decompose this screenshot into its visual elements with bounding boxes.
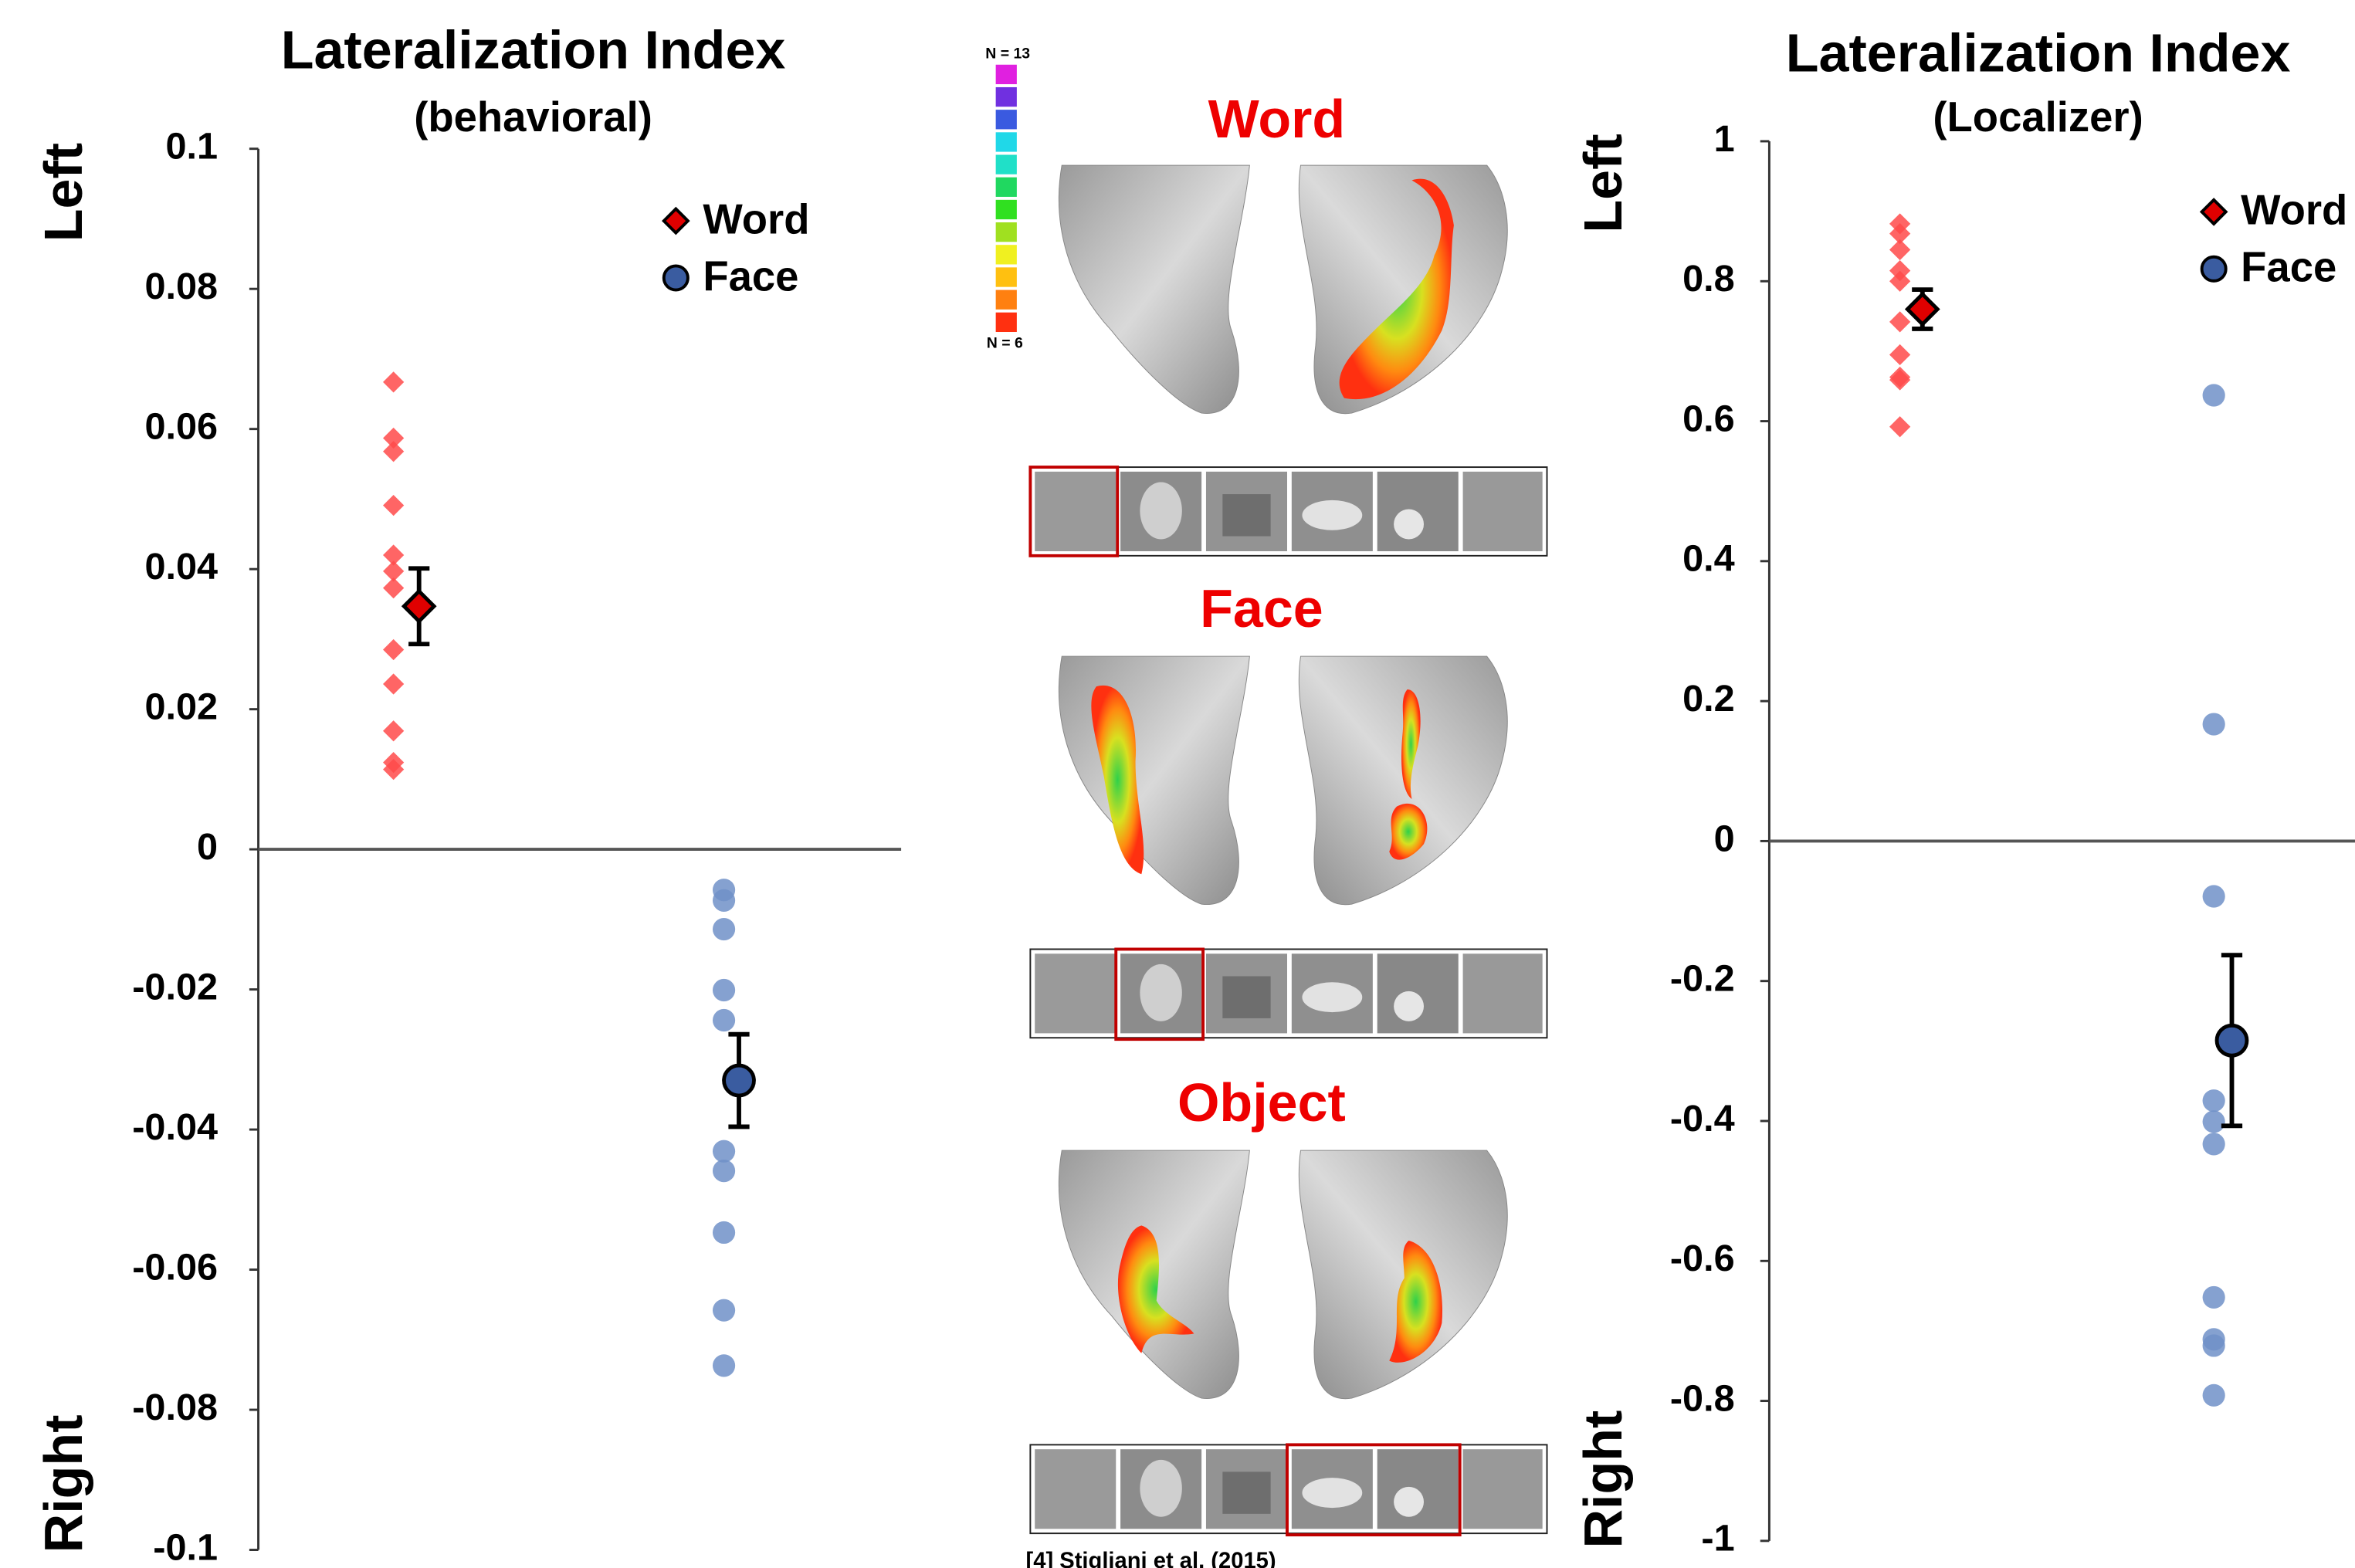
y-tick-label: -0.06: [132, 1246, 218, 1288]
data-point: [2203, 1089, 2225, 1112]
data-point: [2203, 885, 2225, 907]
page: {"chart_data": [ {"type": "scatter", "ti…: [0, 0, 2355, 1568]
data-point: [713, 1221, 735, 1244]
y-tick-label: 0.02: [144, 686, 218, 727]
y-tick-label: -0.4: [1670, 1098, 1735, 1140]
legend-marker: [664, 209, 688, 233]
mean-marker: [404, 591, 434, 621]
data-point: [713, 979, 735, 1001]
data-point: [2203, 1110, 2225, 1133]
y-tick-label: 0.8: [1682, 258, 1735, 300]
data-point: [383, 639, 404, 660]
colorbar: [996, 65, 1017, 332]
legend-marker: [2202, 200, 2226, 224]
stimulus-strip: [1030, 1444, 1547, 1535]
condition-label: Face: [1200, 578, 1323, 638]
mean-marker: [1907, 294, 1937, 324]
y-tick-label: -1: [1701, 1518, 1734, 1560]
y-tick-label: 0: [197, 826, 218, 868]
y-tick-label: -0.6: [1670, 1238, 1735, 1279]
y-tick-label: 0.06: [144, 406, 218, 448]
stimulus-strip: [1030, 467, 1547, 556]
citation: [4] Stigliani et al. (2015): [1026, 1549, 1276, 1568]
condition-label: Object: [1178, 1072, 1346, 1133]
brain-map: [1059, 165, 1507, 414]
y-tick-label: 0.08: [144, 266, 218, 307]
data-point: [713, 1299, 735, 1322]
y-side-label: Left: [33, 143, 93, 242]
data-point: [1889, 344, 1910, 365]
data-point: [383, 371, 404, 392]
y-tick-label: 0.1: [165, 126, 218, 168]
data-point: [2203, 1133, 2225, 1155]
data-point: [383, 577, 404, 598]
data-point: [2203, 1384, 2225, 1407]
mean-marker: [2217, 1025, 2247, 1055]
y-tick-label: -0.02: [132, 966, 218, 1008]
colorbar-max-label: N = 13: [985, 45, 1030, 62]
data-point: [1889, 369, 1910, 390]
y-tick-label: 1: [1714, 118, 1735, 160]
data-point: [2203, 713, 2225, 735]
colorbar-min-label: N = 6: [987, 335, 1023, 352]
data-point: [383, 495, 404, 516]
chart-subtitle: (behavioral): [414, 93, 652, 141]
chart-title: Lateralization Index: [281, 20, 786, 80]
y-tick-label: 0.4: [1682, 538, 1735, 580]
chart-subtitle: (Localizer): [1933, 93, 2143, 141]
data-point: [1889, 239, 1910, 260]
y-tick-label: -0.08: [132, 1387, 218, 1428]
data-point: [713, 889, 735, 912]
y-side-label: Right: [33, 1415, 93, 1553]
data-point: [713, 1009, 735, 1031]
y-tick-label: -0.2: [1670, 958, 1735, 1000]
legend-label: Word: [2241, 187, 2347, 234]
data-point: [713, 1140, 735, 1163]
data-point: [1889, 311, 1910, 332]
condition-label: Word: [1208, 89, 1346, 149]
y-tick-label: 0.04: [144, 546, 218, 588]
y-tick-label: 0: [1714, 818, 1735, 859]
data-point: [2203, 1286, 2225, 1309]
y-tick-label: 0.2: [1682, 678, 1735, 720]
data-point: [383, 441, 404, 462]
y-tick-label: 0.6: [1682, 398, 1735, 439]
brain-map: [1059, 656, 1507, 905]
series: [1889, 213, 1910, 437]
legend-label: Face: [703, 252, 798, 300]
data-point: [713, 918, 735, 940]
legend-label: Word: [703, 195, 809, 242]
data-point: [383, 673, 404, 694]
y-tick-label: -0.8: [1670, 1377, 1735, 1419]
y-side-label: Left: [1573, 134, 1633, 232]
series: [2203, 384, 2225, 1406]
y-tick-label: -0.1: [153, 1526, 218, 1568]
figure: N = 13 N = 6 Word Face Object [4] Stigli…: [0, 0, 2355, 1568]
y-side-label: Right: [1573, 1411, 1633, 1549]
legend-marker: [664, 266, 688, 290]
chart-title: Lateralization Index: [1786, 23, 2291, 83]
legend-label: Face: [2241, 244, 2336, 291]
data-point: [2203, 1334, 2225, 1356]
stimulus-strip: [1030, 949, 1547, 1039]
data-point: [713, 1160, 735, 1182]
data-point: [1889, 416, 1910, 437]
brain-map: [1059, 1150, 1507, 1399]
mean-marker: [724, 1065, 754, 1096]
series: [383, 371, 404, 780]
legend-marker: [2202, 257, 2226, 281]
y-tick-label: -0.04: [132, 1106, 218, 1148]
data-point: [383, 720, 404, 741]
data-point: [2203, 384, 2225, 406]
data-point: [713, 1354, 735, 1377]
